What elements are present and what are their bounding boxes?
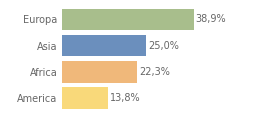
Text: 13,8%: 13,8% xyxy=(110,93,141,103)
Bar xyxy=(62,9,193,30)
Text: 25,0%: 25,0% xyxy=(148,41,179,51)
Bar xyxy=(62,61,137,83)
Bar xyxy=(62,87,108,109)
Text: 38,9%: 38,9% xyxy=(196,14,226,24)
Bar xyxy=(62,35,146,56)
Text: 22,3%: 22,3% xyxy=(139,67,170,77)
